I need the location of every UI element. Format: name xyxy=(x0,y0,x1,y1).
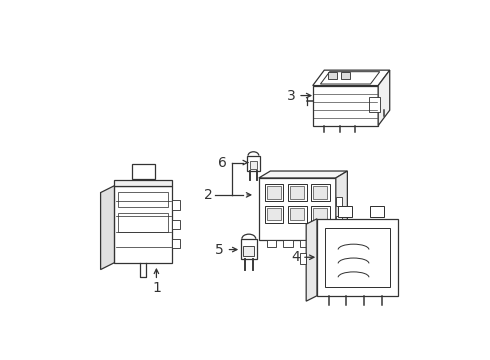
Bar xyxy=(268,186,281,199)
Text: 1: 1 xyxy=(152,281,161,295)
Bar xyxy=(265,184,284,201)
Polygon shape xyxy=(313,86,378,126)
Bar xyxy=(267,239,276,247)
Bar xyxy=(241,239,257,259)
Bar xyxy=(341,72,350,78)
Text: 2: 2 xyxy=(204,188,213,202)
Polygon shape xyxy=(259,178,336,239)
Bar xyxy=(288,184,307,201)
Bar xyxy=(338,206,352,217)
Bar xyxy=(247,156,260,171)
Polygon shape xyxy=(336,171,347,239)
Bar xyxy=(291,208,304,220)
Polygon shape xyxy=(306,219,317,301)
Text: 5: 5 xyxy=(216,243,224,257)
Bar xyxy=(311,206,330,222)
Bar xyxy=(314,208,327,220)
Bar xyxy=(172,200,180,210)
Bar xyxy=(132,164,155,180)
Bar xyxy=(288,206,307,222)
Bar xyxy=(268,208,281,220)
Bar xyxy=(118,192,169,207)
Bar xyxy=(118,213,169,232)
Bar xyxy=(300,253,306,264)
Text: 4: 4 xyxy=(291,250,300,264)
Bar xyxy=(172,239,180,248)
Bar xyxy=(244,246,254,256)
Bar xyxy=(311,184,330,201)
Bar xyxy=(265,206,284,222)
Polygon shape xyxy=(259,171,347,178)
Bar xyxy=(336,216,342,226)
Polygon shape xyxy=(115,186,172,263)
Bar xyxy=(291,186,304,199)
Bar xyxy=(370,206,384,217)
Text: 6: 6 xyxy=(218,156,226,170)
Polygon shape xyxy=(313,70,390,86)
Polygon shape xyxy=(317,219,398,296)
Bar xyxy=(328,72,337,78)
Bar xyxy=(283,239,293,247)
Bar xyxy=(336,197,342,206)
Polygon shape xyxy=(115,180,172,186)
Bar xyxy=(249,161,257,169)
Bar xyxy=(318,239,326,247)
Polygon shape xyxy=(100,186,115,270)
Bar xyxy=(172,220,180,229)
Bar xyxy=(300,239,310,247)
Bar xyxy=(369,97,380,112)
Text: 3: 3 xyxy=(287,89,296,103)
Bar xyxy=(314,186,327,199)
Bar xyxy=(325,228,390,287)
Polygon shape xyxy=(320,72,380,84)
Polygon shape xyxy=(378,70,390,126)
